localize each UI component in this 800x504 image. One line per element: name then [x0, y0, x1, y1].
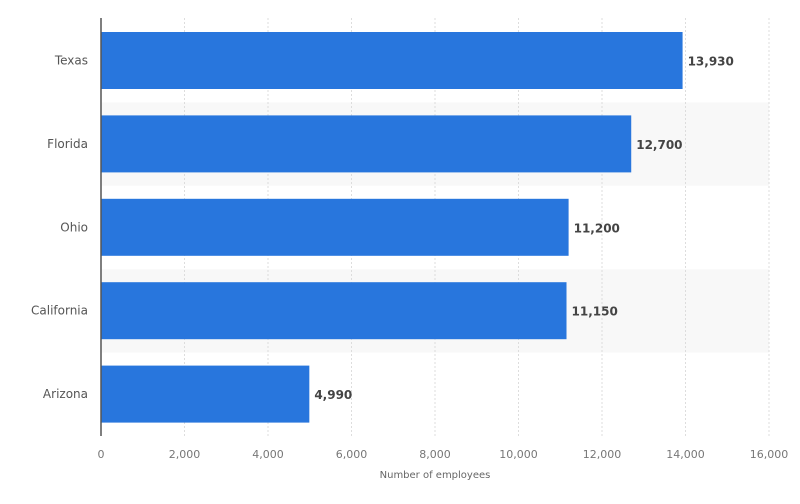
value-label: 11,200 [574, 221, 620, 235]
value-label: 11,150 [572, 305, 618, 319]
x-tick-label: 16,000 [750, 448, 789, 461]
category-label: Arizona [43, 387, 88, 401]
x-tick-label: 4,000 [252, 448, 284, 461]
category-label: Florida [47, 137, 88, 151]
x-tick-label: 6,000 [336, 448, 368, 461]
value-label: 12,700 [636, 138, 682, 152]
bar-ohio [101, 198, 569, 256]
bar-florida [101, 115, 632, 173]
value-label: 13,930 [688, 55, 734, 69]
x-tick-label: 2,000 [169, 448, 201, 461]
bar-texas [101, 32, 683, 89]
category-label: Texas [54, 54, 88, 68]
category-label: California [31, 304, 88, 318]
x-tick-label: 0 [98, 448, 105, 461]
bar-arizona [101, 365, 310, 423]
x-tick-label: 14,000 [666, 448, 705, 461]
category-label: Ohio [60, 220, 88, 234]
value-label: 4,990 [314, 388, 352, 402]
x-tick-label: 10,000 [499, 448, 538, 461]
x-tick-label: 12,000 [583, 448, 622, 461]
x-axis-title: Number of employees [380, 470, 491, 481]
x-tick-label: 8,000 [419, 448, 451, 461]
bar-california [101, 282, 567, 340]
